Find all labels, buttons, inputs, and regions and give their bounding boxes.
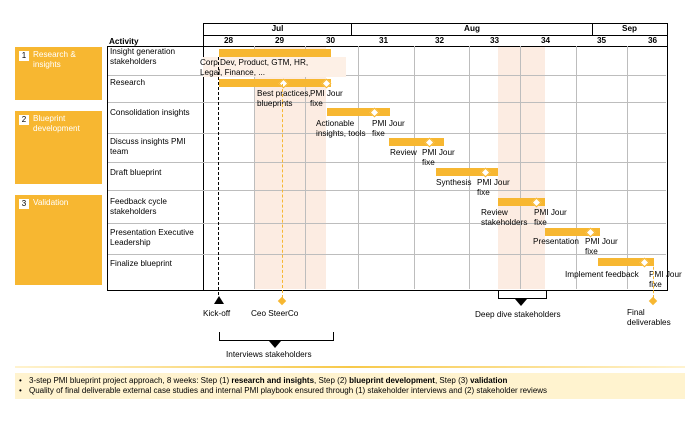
week-28: 28 xyxy=(223,36,234,45)
grid-line xyxy=(358,46,359,289)
activity-draft-blueprint: Draft blueprint xyxy=(110,168,162,177)
bar-draft-blueprint xyxy=(436,168,498,176)
grid-line xyxy=(469,46,470,289)
annotation-pmi-jour-fixe: PMI Jour fixe xyxy=(477,178,510,197)
annotation-pmi-jour-fixe: PMI Jour fixe xyxy=(585,237,618,256)
grid-line xyxy=(627,46,628,289)
kickoff-triangle-icon xyxy=(214,296,224,304)
activity-insight-generation: Insight generation stakeholders xyxy=(110,47,176,66)
milestone-interviews: Interviews stakeholders xyxy=(226,350,312,359)
deep-dive-bracket xyxy=(498,290,547,299)
bullet-icon: • xyxy=(19,386,22,395)
activity-discuss-insights: Discuss insights PMI team xyxy=(110,137,186,156)
phase-number: 1 xyxy=(19,51,29,61)
row-line xyxy=(108,190,666,191)
row-line xyxy=(108,133,666,134)
bar-presentation xyxy=(545,228,600,236)
note-bullet-1: • 3-step PMI blueprint project approach,… xyxy=(19,376,508,385)
annotation-implement-feedback: Implement feedback xyxy=(565,270,639,279)
activity-consolidation: Consolidation insights xyxy=(110,108,190,117)
ceo-steerco-line xyxy=(282,84,283,298)
phase-label: Blueprint development xyxy=(33,114,80,133)
annotation-review-stakeholders: Review stakeholders xyxy=(481,208,528,227)
week-35: 35 xyxy=(596,36,607,45)
row-line xyxy=(108,223,666,224)
milestone-ceo-steerco: Ceo SteerCo xyxy=(251,309,299,318)
grid-line xyxy=(520,46,521,289)
milestone-final-deliverables: Final deliverables xyxy=(627,308,671,327)
week-33: 33 xyxy=(489,36,500,45)
phase-number: 2 xyxy=(19,115,29,125)
grid-line xyxy=(414,46,415,289)
annotation-pmi-jour-fixe: PMI Jour fixe xyxy=(310,89,343,108)
annotation-pmi-jour-fixe: PMI Jour fixe xyxy=(422,148,455,167)
activity-presentation: Presentation Executive Leadership xyxy=(110,228,194,247)
bar-feedback-cycle xyxy=(498,198,545,206)
phase-label: Research & insights xyxy=(33,50,76,69)
activity-finalize-blueprint: Finalize blueprint xyxy=(110,259,172,268)
bar-research xyxy=(219,79,331,87)
note-divider xyxy=(15,366,685,368)
final-deliverables-line xyxy=(653,262,654,298)
annotation-corp-dev: Corp Dev, Product, GTM, HR, Legal, Finan… xyxy=(200,58,309,77)
phase-validation: 3 Validation xyxy=(15,195,102,285)
grid-line xyxy=(576,46,577,289)
row-line xyxy=(108,254,666,255)
note-bullet-2: • Quality of final deliverable external … xyxy=(19,386,548,395)
week-30: 30 xyxy=(325,36,336,45)
bullet-icon: • xyxy=(19,376,22,385)
week-34: 34 xyxy=(540,36,551,45)
kickoff-line xyxy=(218,57,219,295)
bar-finalize-blueprint xyxy=(598,258,654,266)
bar-discuss-insights xyxy=(389,138,444,146)
row-line xyxy=(108,162,666,163)
activity-header: Activity xyxy=(109,37,139,46)
phase-label: Validation xyxy=(33,198,69,207)
annotation-presentation: Presentation xyxy=(533,237,579,246)
week-36: 36 xyxy=(647,36,658,45)
annotation-pmi-jour-fixe: PMI Jour fixe xyxy=(372,119,405,138)
activity-feedback-cycle: Feedback cycle stakeholders xyxy=(110,197,167,216)
annotation-review: Review xyxy=(390,148,417,157)
annotation-pmi-jour-fixe: PMI Jour fixe xyxy=(649,270,682,289)
activity-divider xyxy=(203,46,204,290)
month-aug: Aug xyxy=(464,24,480,33)
corp-dev-label-bg xyxy=(203,57,346,77)
interviews-bracket xyxy=(219,332,334,341)
phase-blueprint-development: 2 Blueprint development xyxy=(15,111,102,184)
week-31: 31 xyxy=(378,36,389,45)
month-jul: Jul xyxy=(271,24,284,33)
annotation-synthesis: Synthesis xyxy=(436,178,472,187)
grid-line xyxy=(254,46,255,289)
activity-research: Research xyxy=(110,78,146,87)
grid-line xyxy=(305,46,306,289)
deep-dive-arrow-icon xyxy=(515,299,527,306)
week-29: 29 xyxy=(274,36,285,45)
bar-insight-generation xyxy=(219,49,331,57)
annotation-best-practices: Best practices, blueprints xyxy=(257,89,311,108)
summary-note: • 3-step PMI blueprint project approach,… xyxy=(15,373,685,399)
month-divider xyxy=(351,23,352,35)
annotation-pmi-jour-fixe: PMI Jour fixe xyxy=(534,208,567,227)
milestone-kickoff: Kick-off xyxy=(203,309,231,318)
interviews-arrow-icon xyxy=(269,341,281,348)
phase-research-insights: 1 Research & insights xyxy=(15,47,102,100)
month-header-row xyxy=(203,23,668,36)
phase-number: 3 xyxy=(19,199,29,209)
grid-body xyxy=(107,46,668,291)
month-divider xyxy=(592,23,593,35)
week-32: 32 xyxy=(434,36,445,45)
deep-dive-shade xyxy=(498,46,545,289)
row-line xyxy=(108,75,666,76)
milestone-deep-dive: Deep dive stakeholders xyxy=(475,310,561,319)
month-sep: Sep xyxy=(621,24,638,33)
bar-consolidation xyxy=(327,108,390,116)
row-line xyxy=(108,102,666,103)
annotation-actionable: Actionable insights, tools xyxy=(316,119,366,138)
